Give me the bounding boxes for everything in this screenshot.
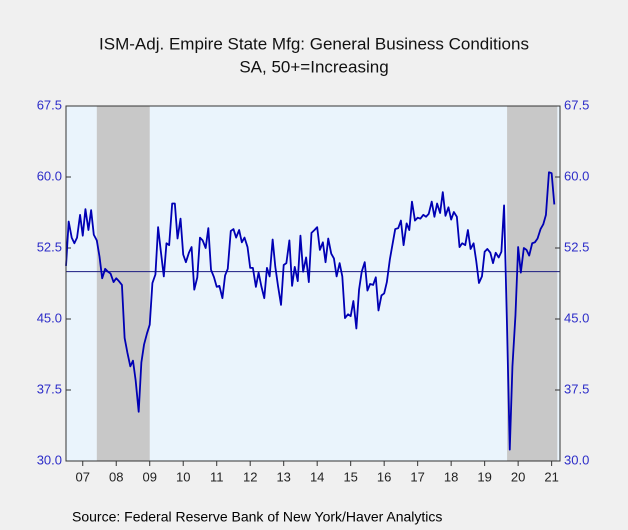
x-tick-label: 13 [276, 469, 290, 484]
x-tick-label: 18 [444, 469, 458, 484]
x-tick-label: 15 [343, 469, 357, 484]
y2-tick-label: 60.0 [564, 168, 589, 183]
x-tick-label: 14 [310, 469, 324, 484]
x-tick-label: 17 [410, 469, 424, 484]
x-tick-label: 20 [511, 469, 525, 484]
data-line [65, 171, 556, 451]
recession-shade [96, 106, 150, 461]
x-tick-label: 09 [142, 469, 156, 484]
source: Source: Federal Reserve Bank of New York… [72, 509, 442, 525]
y2-tick-label: 45.0 [564, 310, 589, 325]
x-tick-label: 16 [377, 469, 391, 484]
y-tick-label: 37.5 [37, 381, 62, 396]
y2-tick-label: 30.0 [564, 452, 589, 467]
y-tick-label: 60.0 [37, 168, 62, 183]
y2-tick-label: 67.5 [564, 97, 589, 112]
chart-title: ISM-Adj. Empire State Mfg: General Busin… [99, 34, 529, 53]
x-tick-label: 07 [76, 469, 90, 484]
x-tick-label: 19 [477, 469, 491, 484]
x-tick-label: 21 [544, 469, 558, 484]
y2-tick-label: 52.5 [564, 239, 589, 254]
chart-subtitle: SA, 50+=Increasing [239, 57, 388, 76]
x-tick-label: 10 [176, 469, 190, 484]
x-tick-label: 12 [243, 469, 257, 484]
y-tick-label: 30.0 [37, 452, 62, 467]
y2-tick-label: 37.5 [564, 381, 589, 396]
plot-border [65, 105, 561, 462]
y-tick-label: 67.5 [37, 97, 62, 112]
x-tick-label: 11 [210, 469, 224, 484]
recession-shade [507, 106, 558, 461]
y-tick-label: 45.0 [37, 310, 62, 325]
y-tick-label: 52.5 [37, 239, 62, 254]
x-tick-label: 08 [109, 469, 123, 484]
